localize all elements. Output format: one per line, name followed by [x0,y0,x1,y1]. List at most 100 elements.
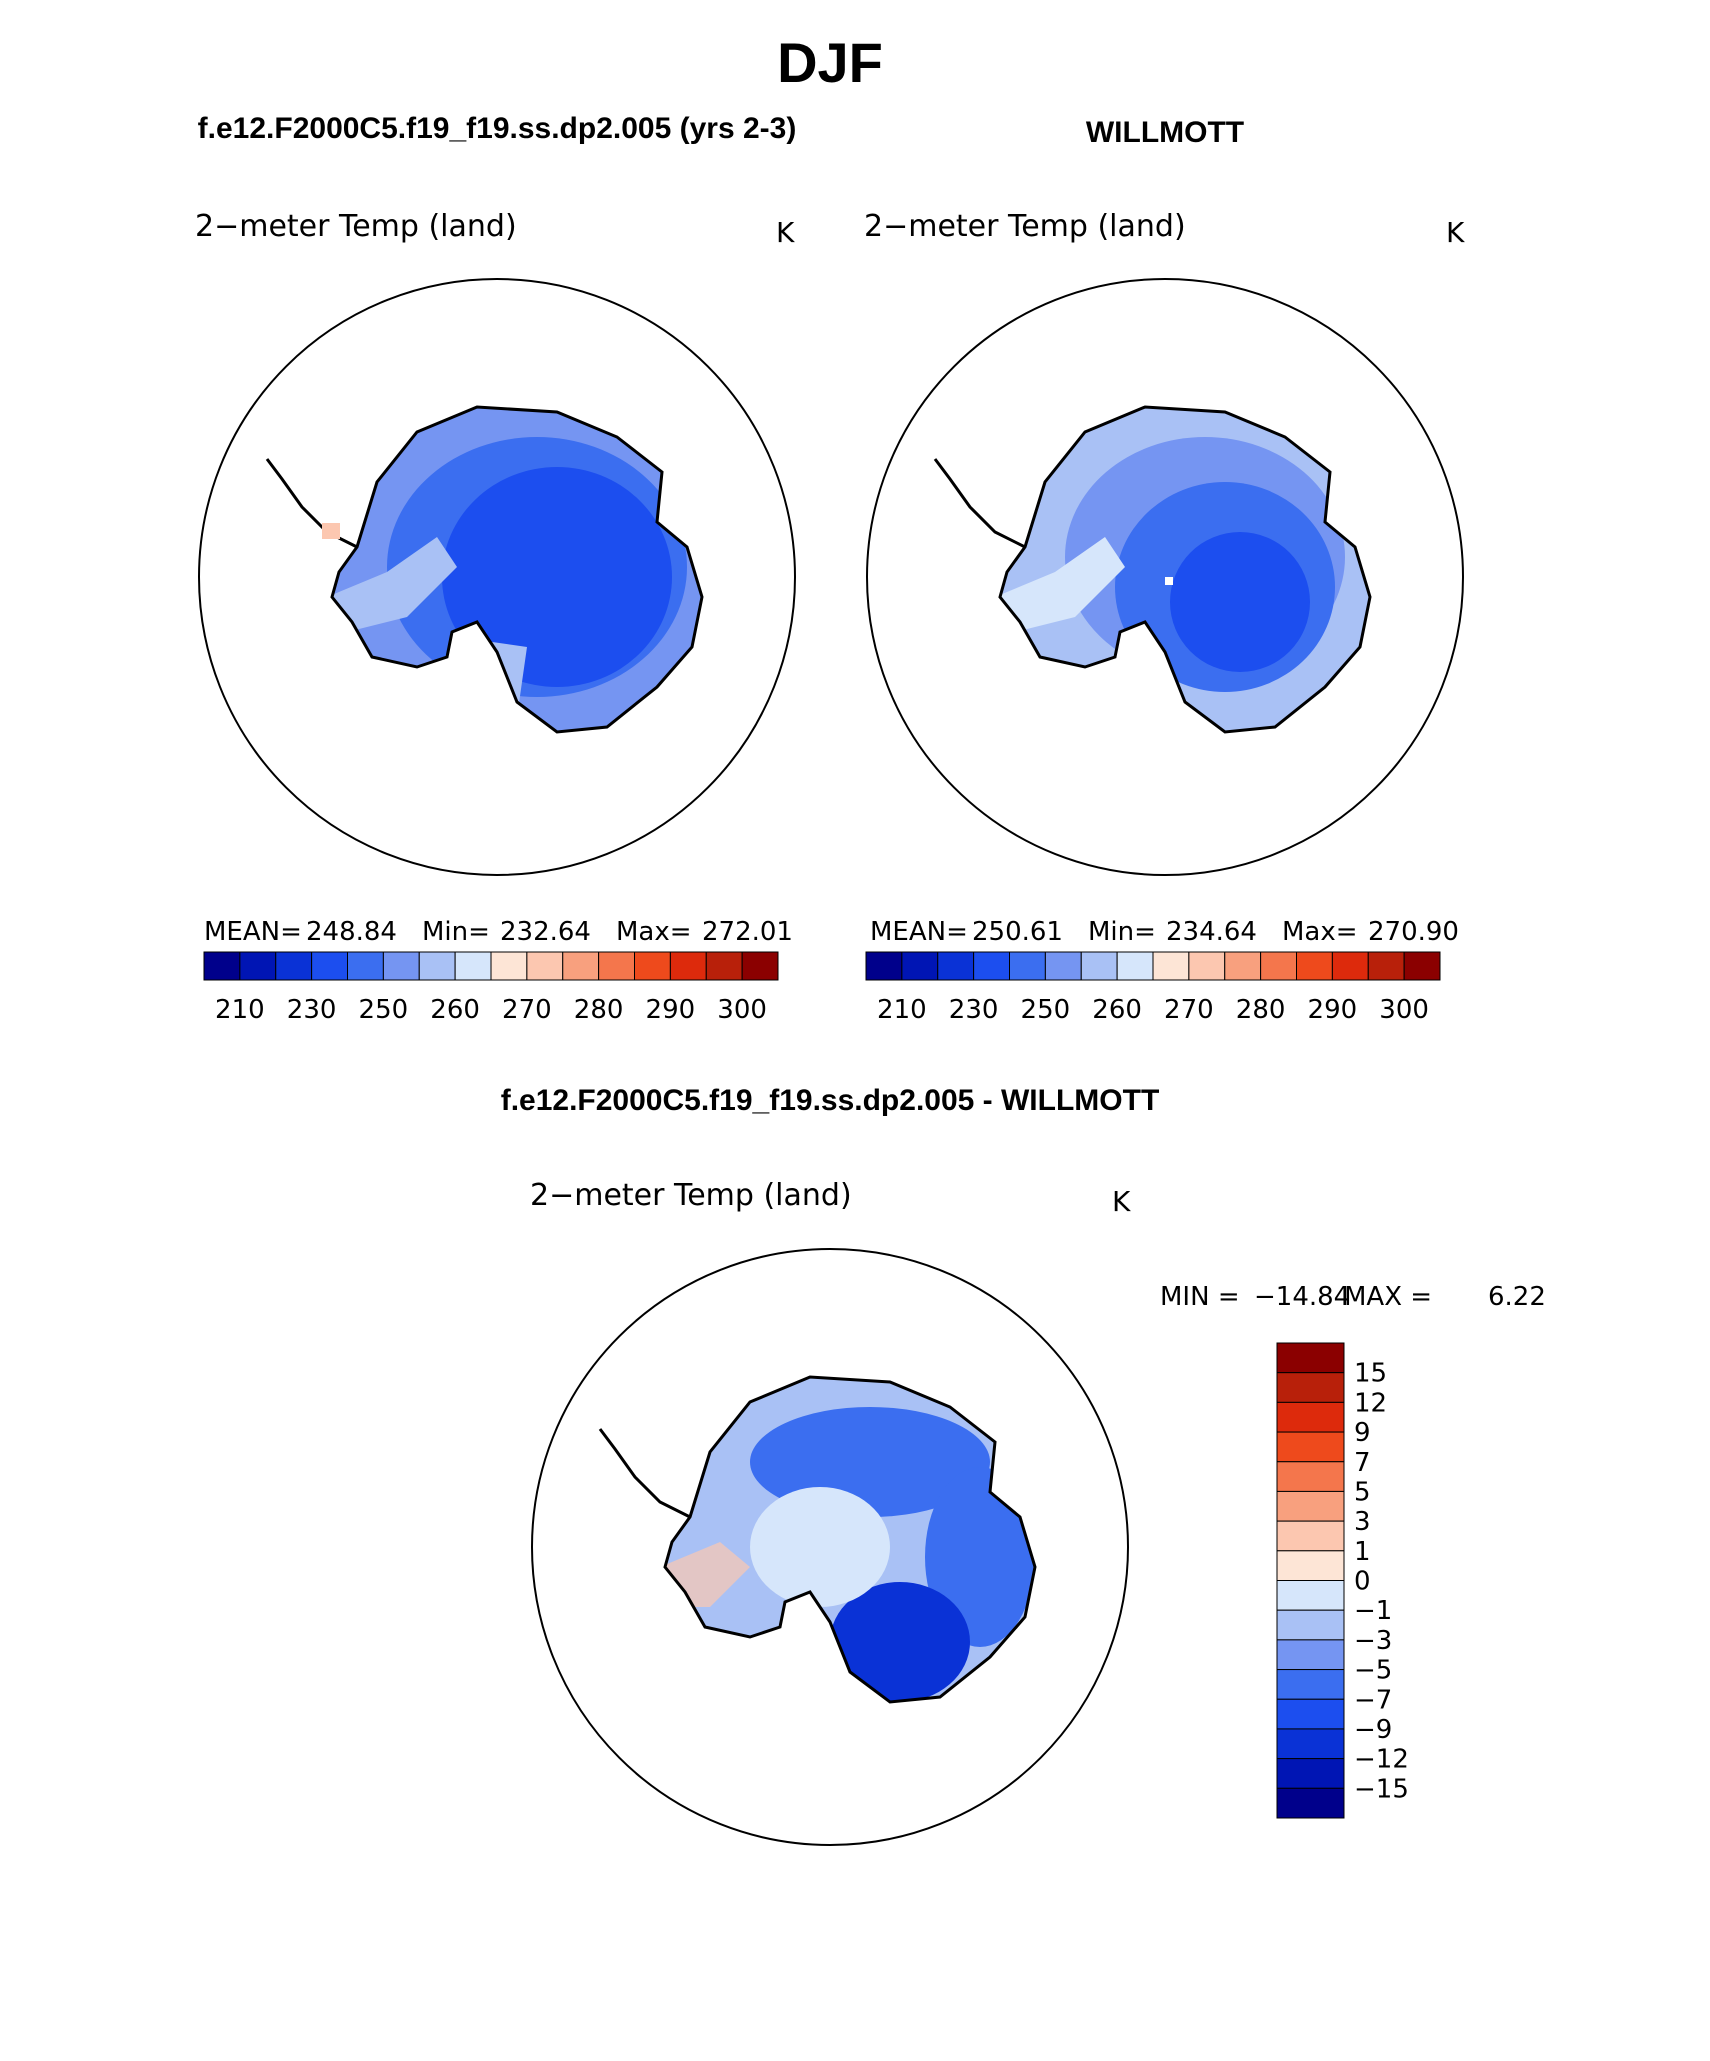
colorbar-diff-tick-label: −15 [1354,1774,1409,1804]
units-label-diff: K [1112,1185,1131,1218]
colorbar-obs-swatch-10 [1224,951,1262,981]
colorbar-diff-tick-label: −3 [1354,1626,1392,1656]
colorbar-model-tick-label: 230 [287,995,337,1025]
colorbar-obs-swatch-7 [1116,951,1154,981]
colorbar-model-swatch-11 [598,951,635,981]
colorbar-obs-swatch-14 [1367,951,1405,981]
colorbar-model-tick-label: 210 [215,995,265,1025]
colorbar-model-swatch-5 [382,951,420,981]
peninsula-outline [933,458,1026,549]
colorbar-diff-tick-label: −12 [1354,1745,1409,1775]
panel-heading-model: f.e12.F2000C5.f19_f19.ss.dp2.005 (yrs 2-… [198,112,797,145]
colorbar-obs-tick-label: 260 [1092,995,1142,1025]
map-obs [866,278,1464,876]
panel-heading-diff: f.e12.F2000C5.f19_f19.ss.dp2.005 - WILLM… [501,1084,1160,1117]
colorbar-model-swatch-8 [490,951,528,981]
colorbar-model-swatch-6 [418,951,456,981]
colorbar-model-swatch-10 [562,951,600,981]
colorbar-model-swatch-13 [669,951,707,981]
variable-label-model: 2−meter Temp (land) [195,209,517,244]
colorbar-model-swatch-1 [239,951,277,981]
colorbar-model-tick-label: 300 [717,995,767,1025]
colorbar-obs-tick-label: 210 [877,995,927,1025]
colorbar-diff-tick-label: −9 [1354,1715,1392,1745]
colorbar-model-swatch-15 [741,951,779,981]
colorbar-diff-swatch-4 [1276,1461,1345,1492]
colorbar-diff-tick-label: 0 [1354,1567,1371,1597]
colorbar-obs-swatch-1 [901,951,939,981]
stats-mean-label-obs: MEAN= [870,917,968,947]
stats-min-value-obs: 234.64 [1166,917,1257,947]
stats-min-label-obs: Min= [1088,917,1156,947]
colorbar-model-swatch-14 [705,951,743,981]
colorbar-obs-swatch-5 [1044,951,1082,981]
colorbar-diff-tick-label: −7 [1354,1685,1392,1715]
colorbar-obs-swatch-3 [973,951,1010,981]
colorbar-obs-tick-label: 300 [1379,995,1429,1025]
colorbar-obs-swatch-15 [1403,951,1441,981]
colorbar-obs-tick-label: 270 [1164,995,1214,1025]
colorbar-diff-tick-label: 7 [1354,1448,1371,1478]
units-label-obs: K [1446,216,1465,249]
colorbar-obs-swatch-11 [1260,951,1297,981]
stats-mean-label-model: MEAN= [204,917,302,947]
stats-max-label-obs: Max= [1282,917,1358,947]
colorbar-obs-swatch-13 [1331,951,1369,981]
stats-max-value-obs: 270.90 [1368,917,1459,947]
colorbar-diff-swatch-14 [1276,1758,1345,1789]
stats-min-value-diff: −14.84 [1254,1282,1350,1312]
colorbar-diff-swatch-1 [1276,1372,1345,1403]
colorbar-diff-swatch-7 [1276,1550,1345,1581]
colorbar-diff-swatch-10 [1276,1639,1345,1671]
colorbar-model-swatch-12 [634,951,671,981]
variable-label-obs: 2−meter Temp (land) [864,209,1186,244]
stats-mean-value-model: 248.84 [306,917,397,947]
colorbar-diff-swatch-8 [1276,1580,1345,1611]
map-diff [531,1248,1129,1846]
colorbar-model-swatch-7 [454,951,492,981]
colorbar-obs-swatch-9 [1188,951,1226,981]
colorbar-obs: 210 230 250 260 270 280 290 300 [865,951,1441,1025]
colorbar-obs-swatch-2 [937,951,975,981]
colorbar-model-swatch-2 [275,951,313,981]
stats-max-value-model: 272.01 [702,917,793,947]
colorbar-diff-swatch-13 [1276,1728,1345,1760]
stats-mean-value-obs: 250.61 [972,917,1063,947]
colorbar-diff-tick-label: 12 [1354,1388,1387,1418]
peninsula-outline [598,1428,691,1519]
colorbar-model-tick-label: 260 [430,995,480,1025]
stats-min-label-model: Min= [422,917,490,947]
colorbar-obs-swatch-0 [865,951,903,981]
colorbar-obs-swatch-4 [1009,951,1046,981]
colorbar-diff-tick-label: −5 [1354,1656,1392,1686]
colorbar-diff-tick-label: −1 [1354,1596,1392,1626]
colorbar-diff-swatch-15 [1276,1787,1345,1819]
colorbar-model: 210 230 250 260 270 280 290 300 [203,951,779,1025]
colorbar-diff-tick-label: 3 [1354,1507,1371,1537]
units-label-model: K [776,216,795,249]
colorbar-diff-swatch-6 [1276,1520,1345,1552]
colorbar-obs-tick-label: 250 [1021,995,1071,1025]
colorbar-diff-swatch-9 [1276,1609,1345,1641]
colorbar-model-tick-label: 250 [359,995,409,1025]
colorbar-obs-swatch-12 [1296,951,1333,981]
colorbar-obs-swatch-6 [1080,951,1118,981]
colorbar-diff-tick-label: 5 [1354,1477,1371,1507]
colorbar-model-swatch-3 [311,951,348,981]
colorbar-obs-swatch-8 [1152,951,1190,981]
stats-min-label-diff: MIN = [1160,1282,1240,1312]
colorbar-diff-tick-label: 1 [1354,1537,1371,1567]
colorbar-model-tick-label: 280 [574,995,624,1025]
antarctica-field [665,1377,1035,1702]
stats-min-value-model: 232.64 [500,917,591,947]
stats-max-label-diff: MAX = [1344,1282,1432,1312]
page-title: DJF [777,31,883,94]
colorbar-model-swatch-0 [203,951,241,981]
colorbar-model-swatch-4 [347,951,384,981]
colorbar-obs-tick-label: 290 [1308,995,1358,1025]
colorbar-model-tick-label: 290 [646,995,696,1025]
panel-heading-obs: WILLMOTT [1086,116,1244,149]
stats-max-value-diff: 6.22 [1488,1282,1546,1312]
colorbar-diff-swatch-2 [1276,1401,1345,1433]
